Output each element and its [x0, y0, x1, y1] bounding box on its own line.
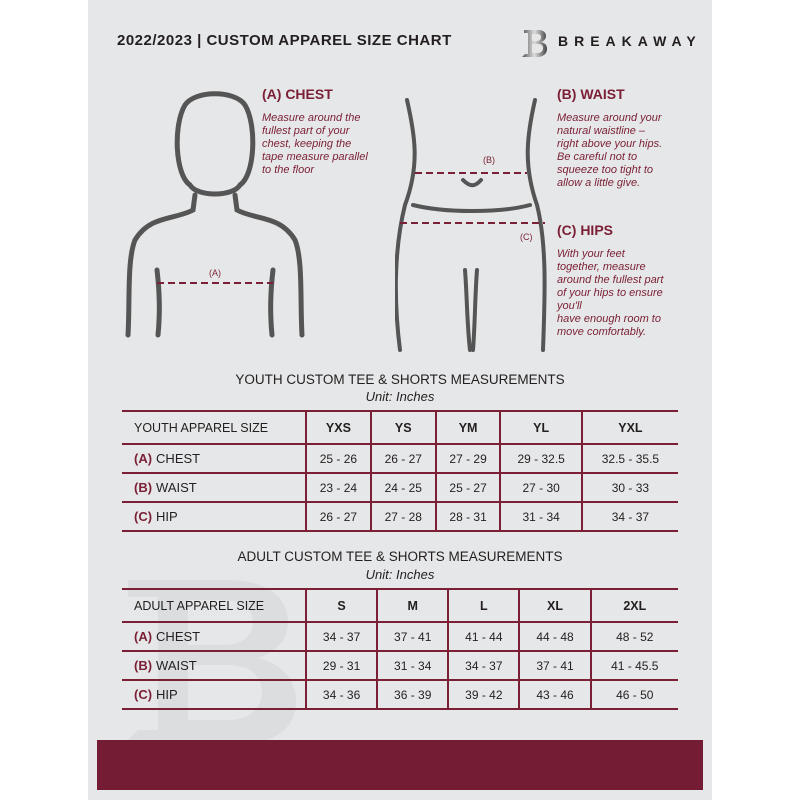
table-cell: 39 - 42 — [447, 680, 520, 710]
waist-heading: (B) WAIST — [557, 86, 625, 102]
row-tag: (A) — [134, 629, 153, 644]
table-cell: 41 - 44 — [447, 622, 520, 652]
lower-body-illustration — [395, 98, 547, 352]
row-label: (B) WAIST — [122, 473, 306, 503]
hips-heading: (C) HIPS — [557, 222, 613, 238]
row-tag: (B) — [134, 658, 153, 673]
table-cell: 27 - 28 — [369, 502, 436, 532]
row-label: (C) HIP — [122, 502, 306, 532]
table-cell: 25 - 27 — [434, 473, 501, 503]
table-cell: 27 - 29 — [434, 444, 501, 474]
youth-unit: Unit: Inches — [365, 389, 435, 404]
column-header: XL — [518, 588, 591, 623]
footer-band — [97, 740, 703, 790]
table-row: (C) HIP 26 - 27 27 - 28 28 - 31 31 - 34 34 - 3… — [122, 502, 678, 532]
table-cell: 41 - 45.5 — [589, 651, 678, 681]
hips-marker: (C) — [520, 232, 533, 242]
column-header: M — [376, 588, 449, 623]
table-cell: 29 - 32.5 — [499, 444, 582, 474]
chest-description: Measure around the fullest part of your ch… — [262, 112, 368, 176]
table-header-row: YOUTH APPAREL SIZE YXS YS YM YL YXL — [122, 410, 678, 445]
row-label-text: CHEST — [156, 629, 201, 644]
column-header: YOUTH APPAREL SIZE — [122, 410, 306, 445]
table-cell: 34 - 37 — [447, 651, 520, 681]
row-tag: (A) — [134, 451, 153, 466]
column-header: S — [304, 588, 378, 623]
row-label: (B) WAIST — [122, 651, 306, 681]
table-cell: 48 - 52 — [589, 622, 678, 652]
waist-description: Measure around your natural waistline – ri… — [557, 112, 663, 189]
column-header: YM — [434, 410, 501, 445]
table-cell: 23 - 24 — [305, 473, 371, 503]
column-header: YS — [369, 410, 436, 445]
row-label: (C) HIP — [122, 680, 306, 710]
table-cell: 26 - 27 — [305, 502, 371, 532]
adult-unit: Unit: Inches — [365, 567, 435, 582]
table-header-row: ADULT APPAREL SIZE S M L XL 2XL — [122, 588, 678, 623]
row-label-text: CHEST — [156, 451, 201, 466]
column-header: YL — [499, 410, 582, 445]
row-label: (A) CHEST — [122, 444, 306, 474]
upper-body-illustration: (A) — [125, 91, 305, 338]
table-cell: 46 - 50 — [589, 680, 678, 710]
table-cell: 28 - 31 — [434, 502, 501, 532]
row-label-text: HIP — [156, 509, 178, 524]
table-row: (C) HIP 34 - 36 36 - 39 39 - 42 43 - 46 46 - 5… — [122, 680, 678, 710]
table-row: (A) CHEST 25 - 26 26 - 27 27 - 29 29 - 32.5 32… — [122, 444, 678, 474]
row-tag: (B) — [134, 480, 153, 495]
table-cell: 37 - 41 — [376, 622, 449, 652]
column-header: 2XL — [589, 588, 678, 623]
table-cell: 44 - 48 — [518, 622, 591, 652]
table-cell: 24 - 25 — [369, 473, 436, 503]
column-header: ADULT APPAREL SIZE — [122, 588, 306, 623]
table-cell: 34 - 36 — [304, 680, 378, 710]
table-cell: 34 - 37 — [580, 502, 678, 532]
table-cell: 34 - 37 — [304, 622, 378, 652]
breakaway-logo — [522, 30, 547, 57]
table-cell: 43 - 46 — [518, 680, 591, 710]
table-cell: 37 - 41 — [518, 651, 591, 681]
row-tag: (C) — [134, 509, 153, 524]
table-row: (A) CHEST 34 - 37 37 - 41 41 - 44 44 - 48 48 -… — [122, 622, 678, 652]
table-cell: 31 - 34 — [499, 502, 582, 532]
adult-size-table: ADULT APPAREL SIZE S M L XL 2XL (A) CHEST 34 - 3… — [122, 588, 678, 710]
youth-section-title: YOUTH CUSTOM TEE & SHORTS MEASUREMENTS — [235, 372, 565, 387]
youth-size-table: YOUTH APPAREL SIZE YXS YS YM YL YXL (A) CHEST 25… — [122, 410, 678, 532]
table-cell: 29 - 31 — [304, 651, 378, 681]
table-row: (B) WAIST 29 - 31 31 - 34 34 - 37 37 - 41 41 -… — [122, 651, 678, 681]
table-cell: 36 - 39 — [376, 680, 449, 710]
table-cell: 26 - 27 — [369, 444, 436, 474]
row-label-text: WAIST — [156, 480, 197, 495]
waist-marker: (B) — [483, 155, 495, 165]
row-label-text: WAIST — [156, 658, 197, 673]
table-cell: 25 - 26 — [305, 444, 371, 474]
chest-heading: (A) CHEST — [262, 86, 333, 102]
column-header: YXS — [305, 410, 371, 445]
column-header: YXL — [580, 410, 678, 445]
brand-name: BREAKAWAY — [558, 33, 702, 49]
adult-section-title: ADULT CUSTOM TEE & SHORTS MEASUREMENTS — [237, 549, 563, 564]
row-label-text: HIP — [156, 687, 178, 702]
chest-marker: (A) — [209, 268, 221, 278]
page-title: 2022/2023 | CUSTOM APPAREL SIZE CHART — [117, 32, 452, 49]
row-tag: (C) — [134, 687, 153, 702]
column-header: L — [447, 588, 520, 623]
table-cell: 32.5 - 35.5 — [580, 444, 678, 474]
hips-description: With your feet together, measure around th… — [557, 248, 664, 338]
table-cell: 31 - 34 — [376, 651, 449, 681]
table-cell: 30 - 33 — [580, 473, 678, 503]
table-row: (B) WAIST 23 - 24 24 - 25 25 - 27 27 - 30 30 -… — [122, 473, 678, 503]
table-cell: 27 - 30 — [499, 473, 582, 503]
row-label: (A) CHEST — [122, 622, 306, 652]
